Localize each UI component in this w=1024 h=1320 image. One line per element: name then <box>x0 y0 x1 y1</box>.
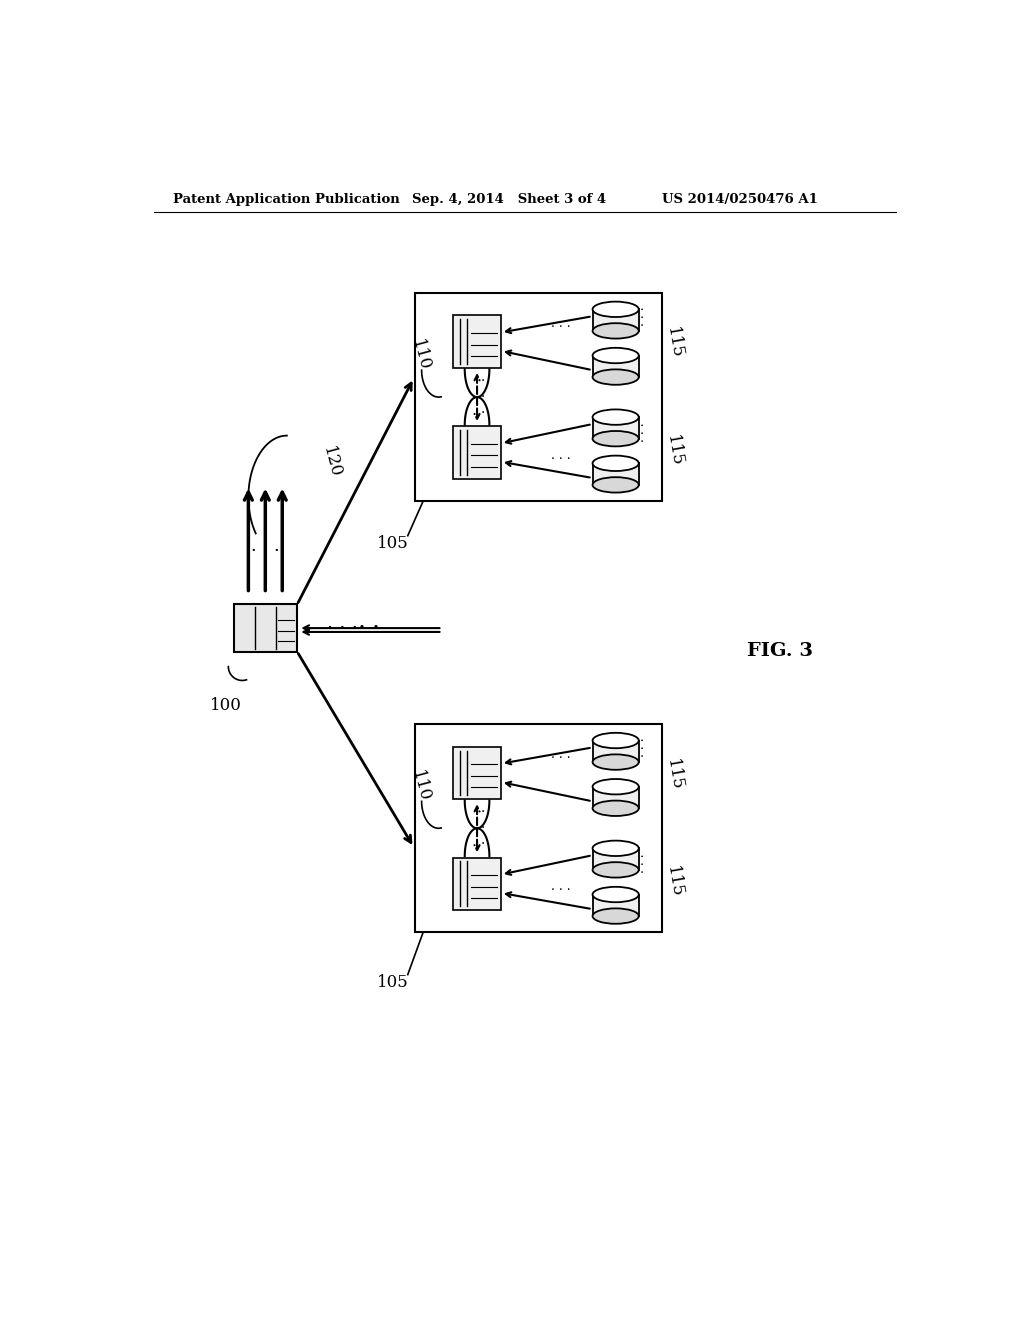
Ellipse shape <box>593 908 639 924</box>
Bar <box>233 605 297 652</box>
Text: · · ·: · · · <box>638 422 651 442</box>
Ellipse shape <box>593 302 639 317</box>
Bar <box>593 463 639 484</box>
Bar <box>416 293 662 502</box>
Text: · · ·: · · · <box>251 543 280 560</box>
Bar <box>454 858 501 909</box>
Ellipse shape <box>593 455 639 471</box>
Text: · · ·: · · · <box>551 884 570 898</box>
Bar <box>454 747 501 799</box>
Text: Sep. 4, 2014   Sheet 3 of 4: Sep. 4, 2014 Sheet 3 of 4 <box>412 194 606 206</box>
Bar <box>593 355 639 378</box>
Text: 115: 115 <box>664 758 686 792</box>
Bar <box>593 787 639 808</box>
Ellipse shape <box>593 862 639 878</box>
Bar <box>416 725 662 932</box>
Text: 105: 105 <box>377 974 409 991</box>
Ellipse shape <box>593 841 639 857</box>
Text: 110: 110 <box>408 337 432 372</box>
Ellipse shape <box>593 755 639 770</box>
Bar <box>593 741 639 762</box>
Text: · · ·: · · · <box>638 853 651 873</box>
Text: ·
·
·: · · · <box>481 374 485 420</box>
Ellipse shape <box>593 409 639 425</box>
Text: ·
·
·: · · · <box>481 805 485 851</box>
Bar <box>593 417 639 438</box>
Text: 120: 120 <box>319 445 344 480</box>
Text: · · ·: · · · <box>638 738 651 758</box>
Text: · · ·: · · · <box>327 619 357 638</box>
Bar <box>593 309 639 331</box>
Ellipse shape <box>593 800 639 816</box>
Text: 110: 110 <box>408 768 432 804</box>
Ellipse shape <box>593 323 639 339</box>
Ellipse shape <box>593 370 639 385</box>
Text: · · ·: · · · <box>551 751 570 764</box>
Text: 115: 115 <box>664 326 686 360</box>
Text: · · ·: · · · <box>551 321 570 334</box>
Text: ·: · <box>372 616 380 640</box>
Text: Patent Application Publication: Patent Application Publication <box>173 194 399 206</box>
Text: ·: · <box>357 616 366 640</box>
Bar <box>454 426 501 479</box>
Bar <box>454 315 501 368</box>
Ellipse shape <box>593 779 639 795</box>
Text: · · ·: · · · <box>638 306 651 326</box>
Bar <box>593 895 639 916</box>
Ellipse shape <box>593 348 639 363</box>
Text: 100: 100 <box>210 697 242 714</box>
Ellipse shape <box>593 430 639 446</box>
Text: · · ·: · · · <box>551 453 570 466</box>
Text: FIG. 3: FIG. 3 <box>746 643 813 660</box>
Bar <box>593 849 639 870</box>
Ellipse shape <box>593 887 639 903</box>
Text: 115: 115 <box>664 434 686 469</box>
Text: US 2014/0250476 A1: US 2014/0250476 A1 <box>662 194 818 206</box>
Text: 105: 105 <box>377 535 409 552</box>
Ellipse shape <box>593 733 639 748</box>
Text: 115: 115 <box>664 865 686 899</box>
Ellipse shape <box>593 478 639 492</box>
